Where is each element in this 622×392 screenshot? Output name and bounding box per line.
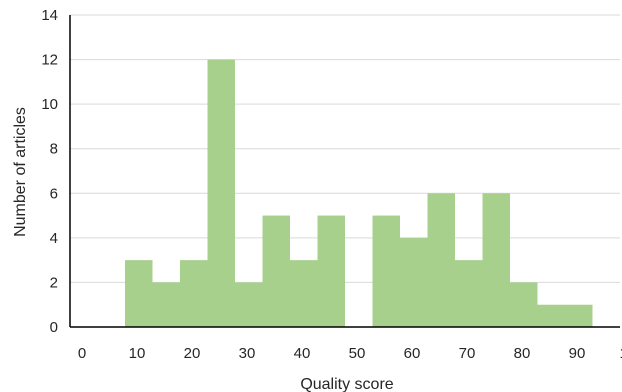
histogram-bar xyxy=(262,215,290,327)
y-tick-label: 4 xyxy=(50,230,58,247)
x-tick-labels: 0 10 20 30 40 50 60 70 80 90 100 xyxy=(78,345,622,362)
x-tick-label: 60 xyxy=(404,345,421,362)
histogram-bar xyxy=(482,193,510,327)
y-tick-label: 14 xyxy=(41,7,58,24)
histogram-bar xyxy=(235,282,263,327)
histogram-bar xyxy=(565,304,593,327)
histogram-bar xyxy=(125,260,153,327)
x-tick-label: 10 xyxy=(129,345,146,362)
x-axis-title: Quality score xyxy=(300,376,393,392)
x-tick-label: 90 xyxy=(569,345,586,362)
histogram-bar xyxy=(372,215,400,327)
x-tick-label: 30 xyxy=(239,345,256,362)
y-tick-label: 6 xyxy=(50,185,58,202)
x-tick-label: 50 xyxy=(349,345,366,362)
y-tick-label: 2 xyxy=(50,274,58,291)
histogram-bar xyxy=(207,59,235,327)
histogram-bar xyxy=(510,282,538,327)
y-axis-title: Number of articles xyxy=(12,107,29,237)
x-tick-label: 80 xyxy=(514,345,531,362)
y-tick-labels: 0 2 4 6 8 10 12 14 xyxy=(41,7,58,336)
x-tick-label: 100 xyxy=(619,345,622,362)
histogram-bar xyxy=(290,260,318,327)
histogram-bar xyxy=(152,282,180,327)
y-tick-label: 10 xyxy=(41,96,58,113)
x-tick-label: 0 xyxy=(78,345,86,362)
histogram-bar xyxy=(180,260,208,327)
axes xyxy=(69,15,620,328)
histogram-bar xyxy=(400,237,428,327)
gridlines xyxy=(70,14,620,283)
x-tick-label: 40 xyxy=(294,345,311,362)
y-tick-label: 0 xyxy=(50,319,58,336)
x-tick-label: 70 xyxy=(459,345,476,362)
histogram-bar xyxy=(537,304,565,327)
y-tick-label: 8 xyxy=(50,141,58,158)
bars xyxy=(125,59,593,327)
histogram-bar xyxy=(455,260,483,327)
histogram-bar xyxy=(427,193,455,327)
histogram-bar xyxy=(317,215,345,327)
x-tick-label: 20 xyxy=(184,345,201,362)
y-tick-label: 12 xyxy=(41,52,58,69)
